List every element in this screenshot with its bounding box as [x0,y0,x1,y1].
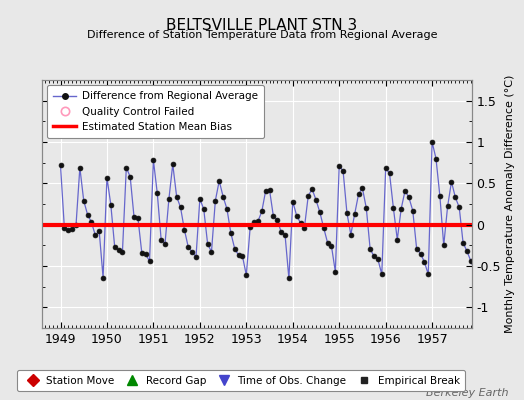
Legend: Difference from Regional Average, Quality Control Failed, Estimated Station Mean: Difference from Regional Average, Qualit… [47,85,264,138]
Legend: Station Move, Record Gap, Time of Obs. Change, Empirical Break: Station Move, Record Gap, Time of Obs. C… [17,370,465,391]
Text: Difference of Station Temperature Data from Regional Average: Difference of Station Temperature Data f… [87,30,437,40]
Text: BELTSVILLE PLANT STN 3: BELTSVILLE PLANT STN 3 [167,18,357,33]
Y-axis label: Monthly Temperature Anomaly Difference (°C): Monthly Temperature Anomaly Difference (… [505,75,515,333]
Text: Berkeley Earth: Berkeley Earth [426,388,508,398]
